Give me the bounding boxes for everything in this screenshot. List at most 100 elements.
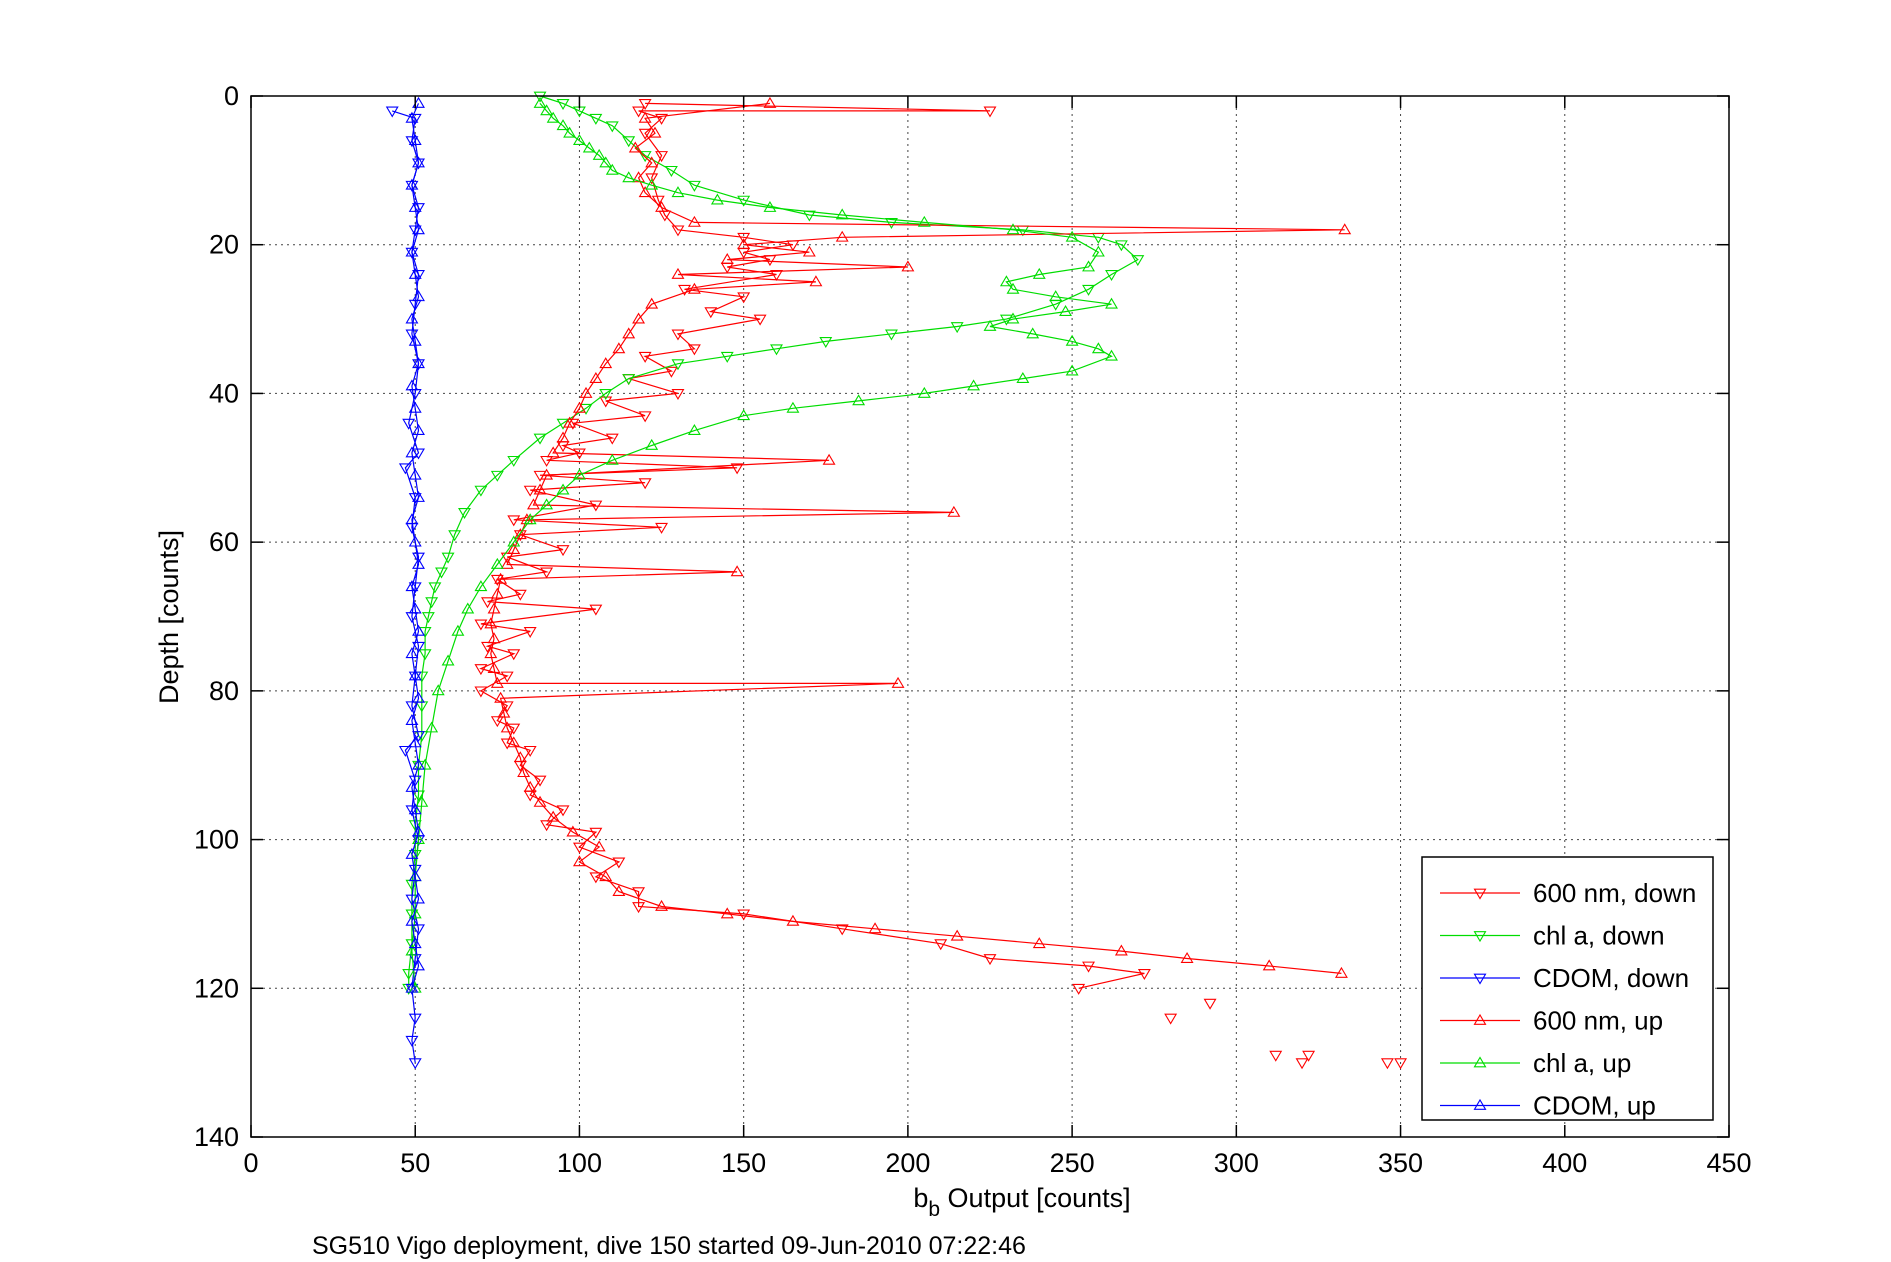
data-point: [1091, 342, 1105, 354]
data-point: [1338, 223, 1352, 235]
data-point: [431, 684, 445, 696]
data-point: [533, 795, 547, 807]
data-point: [556, 805, 570, 817]
data-point: [490, 587, 504, 599]
data-point: [474, 580, 488, 592]
x-tick-label: 150: [721, 1148, 766, 1178]
data-point: [950, 929, 964, 941]
data-point: [671, 267, 685, 279]
data-point: [737, 195, 751, 207]
data-point: [500, 671, 514, 683]
legend-label: CDOM, up: [1533, 1091, 1656, 1121]
data-point: [1105, 349, 1118, 361]
legend-label: 600 nm, up: [1533, 1006, 1663, 1036]
data-point: [671, 389, 685, 401]
data-point: [494, 572, 508, 584]
x-tick-label: 400: [1542, 1148, 1587, 1178]
data-point: [579, 386, 593, 398]
data-point: [408, 864, 422, 876]
legend-marker: [1473, 1098, 1487, 1110]
legend-entry: 600 nm, up: [1440, 1006, 1663, 1036]
data-point: [809, 275, 823, 287]
data-point: [408, 535, 422, 547]
data-point: [1006, 312, 1020, 324]
data-point: [687, 344, 701, 356]
data-point: [947, 505, 961, 517]
data-point: [405, 805, 419, 817]
data-point: [556, 483, 570, 495]
data-point: [671, 186, 685, 198]
x-tick-label: 450: [1706, 1148, 1751, 1178]
data-point: [645, 178, 659, 190]
data-point: [412, 223, 425, 235]
data-point: [934, 939, 948, 951]
data-point: [605, 121, 619, 133]
data-point: [540, 104, 554, 116]
legend-marker: [1473, 973, 1487, 985]
data-point: [655, 113, 669, 125]
data-point: [405, 136, 419, 148]
data-point: [753, 314, 767, 326]
data-point: [1072, 983, 1086, 995]
data-point: [671, 359, 685, 371]
data-point: [556, 545, 570, 557]
data-point: [770, 270, 783, 282]
series-4: [405, 96, 1118, 993]
data-point: [490, 676, 504, 688]
data-point: [678, 284, 692, 296]
data-point: [983, 106, 997, 118]
data-point: [461, 602, 475, 614]
data-point: [835, 208, 849, 220]
data-point: [408, 907, 422, 919]
data-point: [704, 307, 718, 319]
data-point: [1065, 364, 1079, 376]
data-point: [566, 418, 580, 430]
data-point: [632, 312, 646, 324]
data-point: [605, 163, 619, 175]
legend-marker: [1473, 888, 1487, 900]
data-point: [405, 939, 419, 951]
data-point: [500, 701, 514, 713]
data-point: [533, 96, 547, 108]
legend-marker: [1473, 1013, 1487, 1025]
data-point: [852, 394, 866, 406]
data-point: [405, 513, 419, 525]
data-point: [405, 647, 419, 659]
data-point: [540, 567, 554, 579]
data-point: [408, 1058, 422, 1070]
data-point: [1180, 951, 1194, 963]
data-point: [408, 267, 422, 279]
data-point: [589, 872, 603, 884]
data-point: [412, 691, 425, 703]
data-point: [481, 641, 494, 653]
data-point: [632, 171, 646, 183]
data-point: [572, 842, 586, 854]
data-point: [655, 151, 669, 163]
data-point: [632, 887, 646, 899]
data-point: [664, 366, 678, 378]
data-point: [572, 134, 586, 146]
data-point: [1016, 371, 1030, 383]
legend-marker: [1473, 931, 1487, 943]
data-point: [868, 922, 882, 934]
data-point: [720, 351, 734, 363]
data-point: [612, 885, 626, 897]
data-point: [408, 937, 422, 949]
data-point: [513, 751, 527, 763]
data-point: [412, 758, 425, 770]
legend-marker: [1473, 1056, 1487, 1068]
data-point: [415, 795, 429, 807]
data-point: [967, 379, 981, 391]
data-point: [412, 924, 425, 936]
x-tick-label: 100: [557, 1148, 602, 1178]
x-axis-label: bb Output [counts]: [913, 1183, 1130, 1221]
legend-label: chl a, down: [1533, 921, 1665, 951]
data-point: [1082, 260, 1095, 272]
data-point: [412, 731, 425, 743]
data-point: [1082, 284, 1095, 296]
data-point: [563, 126, 577, 138]
data-point: [983, 319, 997, 331]
data-point: [513, 530, 527, 542]
data-point: [421, 612, 435, 624]
data-point: [412, 156, 425, 168]
